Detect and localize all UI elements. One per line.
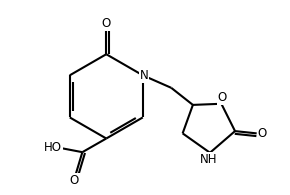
Text: O: O — [102, 17, 111, 30]
Text: O: O — [218, 91, 227, 104]
Text: O: O — [70, 174, 79, 187]
Text: NH: NH — [200, 153, 218, 166]
Text: O: O — [258, 127, 267, 140]
Text: N: N — [139, 69, 148, 82]
Text: HO: HO — [44, 141, 62, 154]
